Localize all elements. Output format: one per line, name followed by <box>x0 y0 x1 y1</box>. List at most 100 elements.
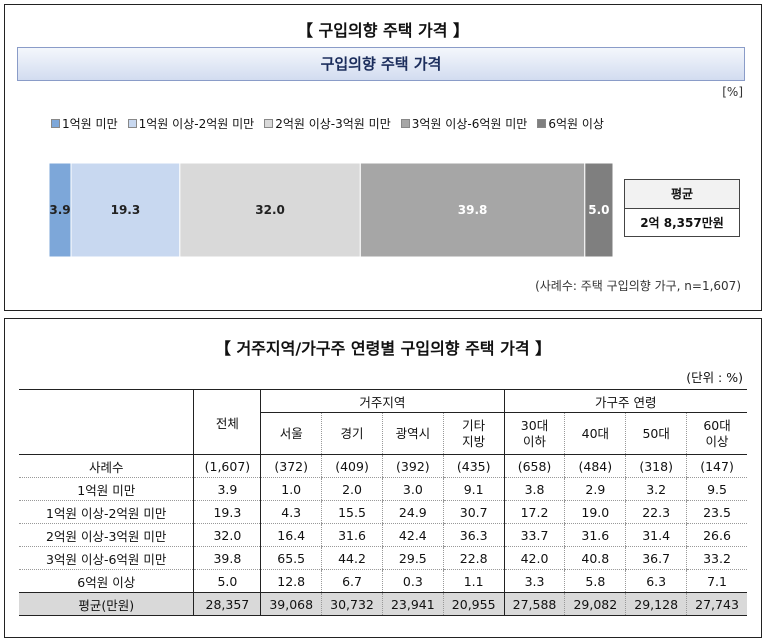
table-cell: 36.7 <box>625 546 687 570</box>
table-row: 평균(만원) 28,357 39,068 30,732 23,941 20,955 27,5… <box>19 592 747 616</box>
table-cell: 23.5 <box>686 500 747 524</box>
table-cell: 28,357 <box>193 592 261 616</box>
table-cell: (392) <box>381 454 444 478</box>
table-unit: (단위 : %) <box>686 370 743 385</box>
table-cell: 15.5 <box>321 500 383 524</box>
col-header-total: 전체 <box>193 389 261 455</box>
stacked-bar-chart: 3.9 19.3 32.0 39.8 5.0 <box>48 162 614 258</box>
legend-item: 6억원 이상 <box>537 115 604 132</box>
col-header: 40대 <box>564 412 626 455</box>
legend-swatch <box>400 119 410 128</box>
bar-segment <box>179 162 361 258</box>
table-cell: 29.5 <box>381 546 444 570</box>
col-header: 30대 이하 <box>503 412 565 455</box>
table-cell: 19.3 <box>193 500 261 524</box>
table-cell: 17.2 <box>503 500 565 524</box>
table-panel: 【 거주지역/가구주 연령별 구입의향 주택 가격 】 (단위 : %) 전체 … <box>4 318 762 638</box>
col-header: 기타 지방 <box>442 412 505 455</box>
table-cell: 2.0 <box>321 477 383 501</box>
table-cell: 26.6 <box>686 523 747 547</box>
table-row: 1억원 미만 3.9 1.0 2.0 3.0 9.1 3.8 2.9 3.2 9.5 <box>19 477 747 501</box>
bar-data-label: 32.0 <box>255 203 285 217</box>
chart-panel-title: 【 구입의향 주택 가격 】 <box>296 21 470 40</box>
legend-item: 1억원 이상-2억원 미만 <box>127 115 255 132</box>
bar-data-label: 3.9 <box>49 203 70 217</box>
col-header: 경기 <box>321 412 383 455</box>
legend-label: 1억원 이상-2억원 미만 <box>138 117 255 131</box>
table-cell: (147) <box>686 454 747 478</box>
unit-label: [%] <box>722 85 743 99</box>
table-cell: 4.3 <box>260 500 322 524</box>
table-cell: 40.8 <box>564 546 626 570</box>
table-cell: 24.9 <box>381 500 444 524</box>
table-cell: 1.0 <box>260 477 322 501</box>
table-row: 1억원 이상-2억원 미만 19.3 4.3 15.5 24.9 30.7 17.2 19.0… <box>19 500 747 524</box>
table-cell: 33.7 <box>503 523 565 547</box>
average-value: 2억 8,357만원 <box>640 216 724 230</box>
table-cell: (372) <box>260 454 322 478</box>
table-row: 사례수 (1,607) (372) (409) (392) (435) (658) (484)… <box>19 454 747 478</box>
average-box: 평균 2억 8,357만원 <box>624 179 740 237</box>
table-row: 6억원 이상 5.0 12.8 6.7 0.3 1.1 3.3 5.8 6.3 7.1 <box>19 569 747 593</box>
legend-swatch <box>127 119 137 128</box>
table-cell: (318) <box>625 454 687 478</box>
table-row: 3억원 이상-6억원 미만 39.8 65.5 44.2 29.5 22.8 42.0 40.… <box>19 546 747 570</box>
row-label: 2억원 이상-3억원 미만 <box>19 523 194 547</box>
table-cell: 7.1 <box>686 569 747 593</box>
row-label: 6억원 이상 <box>19 569 194 593</box>
table-cell: 3.0 <box>381 477 444 501</box>
legend-swatch <box>537 119 547 128</box>
table-cell: 23,941 <box>381 592 444 616</box>
table-cell: 31.4 <box>625 523 687 547</box>
table-cell: 3.9 <box>193 477 261 501</box>
source-note: (사례수: 주택 구입의향 가구, n=1,607) <box>535 279 741 293</box>
row-label: 사례수 <box>19 454 194 478</box>
table-cell: (1,607) <box>193 454 261 478</box>
legend-label: 1억원 미만 <box>62 117 118 131</box>
table-cell: 3.8 <box>503 477 565 501</box>
table-cell: 27,743 <box>686 592 747 616</box>
table-cell: 6.3 <box>625 569 687 593</box>
table-cell: 31.6 <box>321 523 383 547</box>
table-cell: 39,068 <box>260 592 322 616</box>
table-cell: 42.4 <box>381 523 444 547</box>
group-header-region: 거주지역 <box>260 389 505 413</box>
table-cell: (658) <box>503 454 565 478</box>
legend-label: 2억원 이상-3억원 미만 <box>275 117 391 131</box>
average-label: 평균 <box>625 180 739 209</box>
bar-segment <box>359 162 586 258</box>
row-label: 1억원 미만 <box>19 477 194 501</box>
table-cell: 32.0 <box>193 523 261 547</box>
table-cell: 12.8 <box>260 569 322 593</box>
table-cell: 65.5 <box>260 546 322 570</box>
table-cell: 22.3 <box>625 500 687 524</box>
table-cell: 3.2 <box>625 477 687 501</box>
bar-data-label: 39.8 <box>458 203 488 217</box>
col-header: 서울 <box>260 412 322 455</box>
table-cell: 44.2 <box>321 546 383 570</box>
table-cell: 9.1 <box>442 477 505 501</box>
table-cell: 31.6 <box>564 523 626 547</box>
chart-panel: 【 구입의향 주택 가격 】 구입의향 주택 가격 [%] 1억원 미만 1억원 … <box>4 4 762 311</box>
table-row: 2억원 이상-3억원 미만 32.0 16.4 31.6 42.4 36.3 33.7 31.… <box>19 523 747 547</box>
table-cell: (435) <box>442 454 505 478</box>
table-cell: (484) <box>564 454 626 478</box>
table-cell: 20,955 <box>442 592 505 616</box>
data-table: 전체 거주지역 가구주 연령 서울 경기 광역시 기타 지방 30대 이하 40대 50대 6… <box>19 389 747 616</box>
table-cell: 16.4 <box>260 523 322 547</box>
legend-item: 1억원 미만 <box>51 115 118 132</box>
table-cell: 33.2 <box>686 546 747 570</box>
legend-swatch <box>51 119 60 128</box>
legend-swatch <box>264 119 274 128</box>
bar-segment <box>584 162 614 258</box>
table-cell: (409) <box>321 454 383 478</box>
table-cell: 30,732 <box>321 592 383 616</box>
table-cell: 1.1 <box>442 569 505 593</box>
table-cell: 3.3 <box>503 569 565 593</box>
table-cell: 27,588 <box>503 592 565 616</box>
group-header-age: 가구주 연령 <box>503 389 747 413</box>
legend-label: 6억원 이상 <box>548 117 604 131</box>
table-cell: 5.0 <box>193 569 261 593</box>
legend-item: 3억원 이상-6억원 미만 <box>400 115 527 132</box>
chart-banner: 구입의향 주택 가격 <box>17 47 745 81</box>
